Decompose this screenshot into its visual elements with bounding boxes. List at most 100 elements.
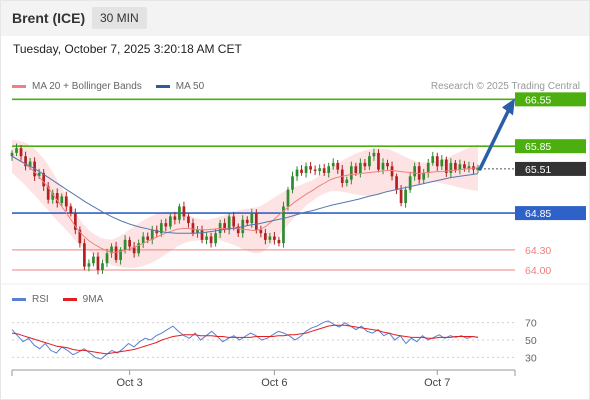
legend-ma50: MA 50 xyxy=(155,81,205,92)
candle-body xyxy=(42,172,46,187)
candle-body xyxy=(132,246,136,254)
candle-body xyxy=(386,162,389,167)
candle-body xyxy=(105,253,109,264)
candle-body xyxy=(449,162,453,173)
candle-body xyxy=(24,156,27,167)
legend-rsi-label: RSI xyxy=(32,294,49,305)
candle-body xyxy=(69,206,73,214)
candle-body xyxy=(164,223,168,227)
candle-body xyxy=(322,168,326,173)
rsi-tick-70: 70 xyxy=(525,318,537,330)
candle-body xyxy=(318,168,322,171)
candle-body xyxy=(205,236,208,240)
candle-body xyxy=(435,156,439,167)
rsi-tick-30: 30 xyxy=(525,352,537,364)
candle-body xyxy=(349,166,353,180)
level-label-66.55: 66.55 xyxy=(525,94,551,106)
candle-body xyxy=(178,206,181,220)
candle-body xyxy=(444,159,448,173)
candle-body xyxy=(408,176,412,190)
rsi-tick-50: 50 xyxy=(525,335,537,347)
x-tick-label: Oct 3 xyxy=(116,377,142,389)
candle-body xyxy=(327,166,331,173)
candle-body xyxy=(368,156,371,167)
candle-body xyxy=(119,249,122,260)
level-tag-65.85 xyxy=(515,139,586,154)
timestamp: Tuesday, October 7, 2025 3:20:18 AM CET xyxy=(13,42,242,56)
candle-body xyxy=(114,246,118,260)
projection-arrow-head xyxy=(502,98,515,116)
legend-ma20-label: MA 20 + Bollinger Bands xyxy=(32,81,142,92)
candle-body xyxy=(37,172,41,177)
candle-body xyxy=(476,168,480,170)
candle-body xyxy=(354,166,358,173)
candle-body xyxy=(196,229,199,234)
candle-body xyxy=(345,179,349,183)
candle-body xyxy=(304,166,308,173)
legend-rsi-ma: 9MA xyxy=(62,294,103,305)
candle-body xyxy=(96,256,100,270)
timeframe-button[interactable]: 30 MIN xyxy=(92,7,147,29)
candle-body xyxy=(372,152,376,157)
level-tag-65.51 xyxy=(515,161,586,176)
legend-ma50-swatch xyxy=(155,85,170,88)
rsi-legend: RSI 9MA xyxy=(12,294,117,305)
candle-body xyxy=(404,189,407,204)
candle-body xyxy=(458,164,462,170)
candle-body xyxy=(92,256,95,264)
candle-body xyxy=(101,263,104,270)
candle-body xyxy=(46,186,50,200)
level-label-64.85: 64.85 xyxy=(525,208,551,220)
level-label-65.51: 65.51 xyxy=(525,164,551,176)
candle-body xyxy=(141,236,145,244)
level-label-64.30: 64.30 xyxy=(525,245,551,257)
level-label-64.00: 64.00 xyxy=(525,265,551,277)
ma50-line xyxy=(11,155,479,234)
level-tag-66.55 xyxy=(515,92,586,107)
candle-body xyxy=(395,176,398,190)
candle-body xyxy=(277,239,281,244)
candle-body xyxy=(399,189,403,204)
credit-text: Research © 2025 Trading Central xyxy=(430,81,580,92)
candle-body xyxy=(10,152,14,157)
candle-body xyxy=(336,162,340,170)
ma20-line xyxy=(11,155,479,254)
candle-body xyxy=(363,162,367,167)
candle-body xyxy=(295,169,299,177)
candle-body xyxy=(159,223,163,234)
candle-body xyxy=(422,172,426,180)
candle-body xyxy=(128,239,131,247)
candle-body xyxy=(390,166,394,177)
candle-body xyxy=(454,162,457,170)
candle-body xyxy=(110,246,113,254)
candle-body xyxy=(309,166,312,170)
x-tick-label: Oct 7 xyxy=(424,377,450,389)
candle-body xyxy=(463,164,466,169)
candle-body xyxy=(232,216,236,227)
candle-body xyxy=(173,216,177,220)
candle-body xyxy=(200,229,204,240)
candle-body xyxy=(254,213,258,230)
candle-body xyxy=(191,223,195,234)
projection-arrow-shaft xyxy=(478,107,511,171)
legend-ma50-label: MA 50 xyxy=(175,81,205,92)
candle-body xyxy=(78,229,82,244)
candle-body xyxy=(146,236,150,240)
x-tick-label: Oct 6 xyxy=(261,377,287,389)
candle-body xyxy=(236,226,240,234)
candle-body xyxy=(55,193,59,204)
candle-body xyxy=(413,166,417,177)
legend-ma20-swatch xyxy=(12,85,26,88)
candle-body xyxy=(64,196,68,207)
candle-body xyxy=(300,169,303,173)
candle-body xyxy=(313,169,317,171)
instrument-title: Brent (ICE) xyxy=(12,10,86,26)
candle-body xyxy=(51,193,55,200)
candle-body xyxy=(155,229,159,234)
candle-body xyxy=(359,162,362,173)
candle-body xyxy=(381,162,385,170)
candle-body xyxy=(87,263,91,267)
level-label-65.85: 65.85 xyxy=(525,141,551,153)
candle-body xyxy=(467,166,471,169)
